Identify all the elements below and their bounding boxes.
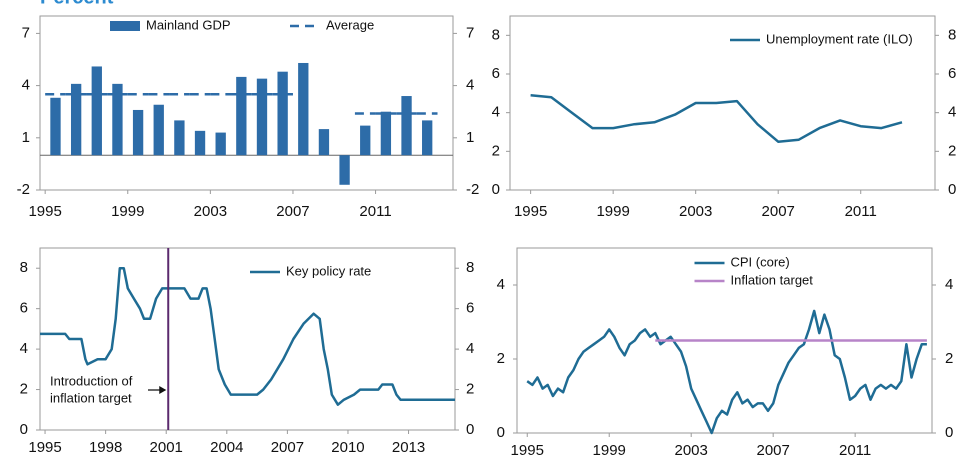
legend-swatch	[110, 21, 140, 31]
y-tick-label: 2	[497, 350, 505, 367]
plot-frame	[39, 15, 454, 191]
x-tick-label: 1999	[593, 442, 626, 459]
bar	[70, 83, 82, 156]
y-tick-label: 8	[20, 259, 28, 276]
bar	[422, 120, 433, 156]
y-tick-label: 4	[22, 77, 30, 94]
bar	[339, 155, 350, 185]
y2-tick-label: 0	[466, 421, 474, 438]
y2-tick-label: 2	[945, 350, 953, 367]
series-line	[530, 94, 903, 143]
x-tick-label: 1995	[28, 439, 61, 456]
x-tick-label: 2007	[271, 439, 304, 456]
x-tick-label: 1995	[511, 442, 544, 459]
x-tick-label: 2007	[276, 203, 309, 220]
y-tick-label: 0	[20, 421, 28, 438]
y-tick-label: 6	[20, 300, 28, 317]
page-title: Percent	[40, 0, 114, 8]
plot-frame	[509, 15, 936, 191]
y2-tick-label: 4	[466, 77, 474, 94]
annotation: Introduction of	[50, 373, 133, 388]
y2-tick-label: 4	[948, 104, 956, 121]
legend-label: Mainland GDP	[146, 17, 231, 32]
x-tick-label: 2003	[679, 203, 712, 220]
bar	[112, 83, 123, 156]
x-tick-label: 2003	[194, 203, 227, 220]
y2-tick-label: 7	[466, 24, 474, 41]
y-tick-label: 1	[22, 129, 30, 146]
bar	[50, 97, 61, 156]
bar	[380, 111, 392, 156]
y2-tick-label: 2	[466, 381, 474, 398]
y-tick-label: 8	[492, 26, 500, 43]
y-tick-label: 4	[20, 340, 28, 357]
series-line	[40, 266, 455, 406]
legend-label: Average	[326, 17, 374, 32]
bar	[256, 78, 268, 156]
y-tick-label: -2	[17, 181, 30, 198]
legend-label: CPI (core)	[731, 254, 790, 269]
bar	[215, 132, 226, 156]
y2-tick-label: 6	[948, 65, 956, 82]
x-tick-label: 1999	[111, 203, 144, 220]
y2-tick-label: 8	[466, 259, 474, 276]
y-tick-label: 2	[492, 142, 500, 159]
x-tick-label: 2003	[675, 442, 708, 459]
x-tick-label: 2011	[839, 442, 871, 459]
x-tick-label: 2001	[150, 439, 183, 456]
arrow-head	[159, 386, 167, 394]
bar	[132, 109, 144, 156]
y-tick-label: 0	[492, 181, 500, 198]
x-tick-label: 1995	[28, 203, 61, 220]
bar	[153, 104, 164, 156]
plot-frame	[516, 247, 933, 434]
legend-label: Unemployment rate (ILO)	[766, 31, 913, 46]
x-tick-label: 2010	[331, 439, 364, 456]
bar	[318, 129, 330, 156]
y-tick-label: 2	[20, 381, 28, 398]
x-tick-label: 2011	[845, 203, 877, 220]
y-tick-label: 4	[497, 276, 505, 293]
bar	[360, 125, 371, 156]
y2-tick-label: -2	[466, 181, 479, 198]
x-tick-label: 2007	[756, 442, 789, 459]
bar	[277, 71, 288, 156]
y2-tick-label: 8	[948, 26, 956, 43]
bar	[194, 130, 206, 156]
y2-tick-label: 0	[945, 424, 953, 441]
legend-label: Key policy rate	[286, 263, 371, 278]
x-tick-label: 1995	[514, 203, 547, 220]
series-line	[526, 309, 927, 435]
x-tick-label: 2013	[392, 439, 425, 456]
x-tick-label: 2007	[762, 203, 795, 220]
annotation: inflation target	[50, 390, 132, 405]
y2-tick-label: 6	[466, 300, 474, 317]
legend-label: Inflation target	[731, 272, 814, 287]
bar	[298, 62, 309, 156]
bar	[236, 76, 247, 156]
y2-tick-label: 1	[466, 129, 474, 146]
x-tick-label: 2004	[210, 439, 243, 456]
plot-frame	[39, 247, 456, 431]
x-tick-label: 1999	[596, 203, 629, 220]
y2-tick-label: 4	[945, 276, 953, 293]
bar	[91, 66, 102, 156]
y2-tick-label: 4	[466, 340, 474, 357]
y-tick-label: 6	[492, 65, 500, 82]
x-tick-label: 1998	[89, 439, 122, 456]
bar	[174, 120, 185, 156]
y2-tick-label: 0	[948, 181, 956, 198]
y-tick-label: 7	[22, 24, 30, 41]
y-tick-label: 0	[497, 424, 505, 441]
y2-tick-label: 2	[948, 142, 956, 159]
x-tick-label: 2011	[359, 203, 391, 220]
bar	[401, 96, 412, 156]
y-tick-label: 4	[492, 104, 500, 121]
